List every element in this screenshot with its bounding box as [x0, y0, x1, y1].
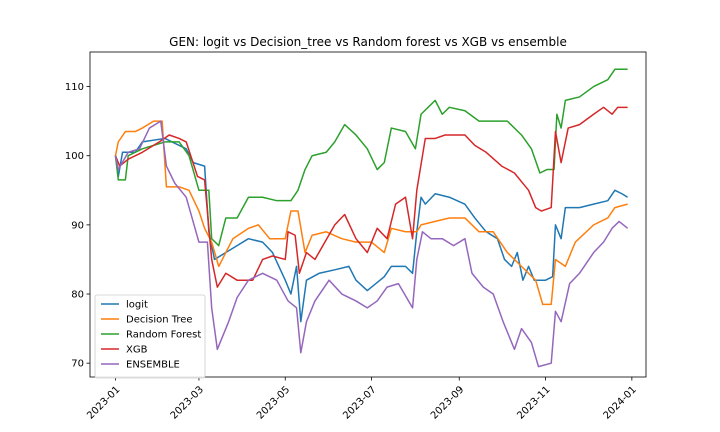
- y-tick-label: 100: [65, 151, 84, 162]
- legend-label: XGB: [126, 345, 148, 356]
- y-tick-label: 90: [71, 220, 84, 231]
- axes-frame: [89, 51, 647, 378]
- legend-label: logit: [126, 300, 148, 311]
- y-tick-label: 80: [71, 290, 84, 301]
- series-line-xgb: [114, 106, 628, 288]
- series-line-ensemble: [114, 120, 629, 368]
- chart-title: GEN: logit vs Decision_tree vs Random fo…: [169, 35, 567, 49]
- series-layer: [114, 68, 629, 368]
- legend-box: [94, 294, 206, 379]
- legend: logit Decision Tree Random Forest XGB ENSEMB…: [94, 294, 206, 379]
- y-tick-label: 110: [65, 82, 84, 93]
- series-line-decision-tree: [114, 120, 628, 306]
- legend-label: Decision Tree: [126, 315, 193, 326]
- y-axis: 70 80 90 100 110: [65, 82, 90, 370]
- legend-label: Random Forest: [126, 330, 201, 341]
- legend-label: ENSEMBLE: [126, 360, 180, 371]
- y-tick-label: 70: [71, 359, 84, 370]
